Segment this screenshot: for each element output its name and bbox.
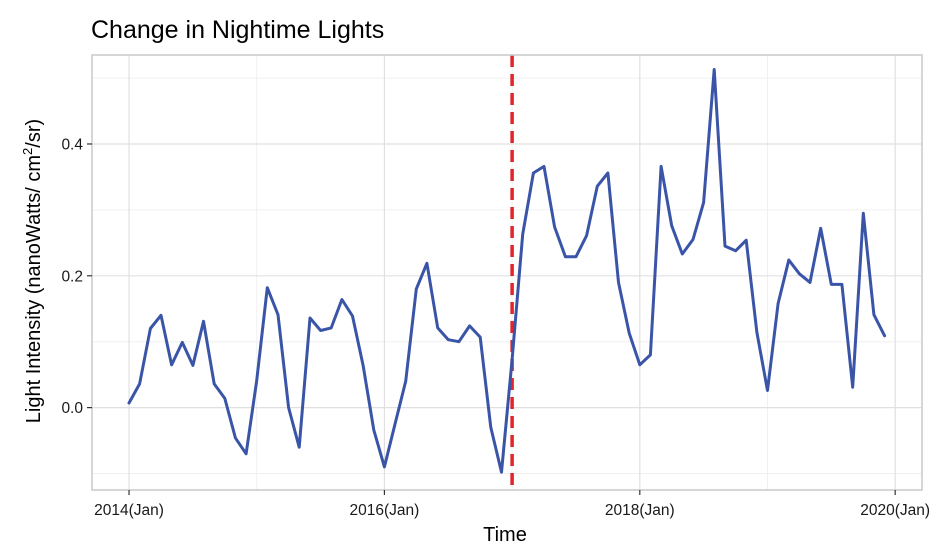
y-axis: 0.0 0.2 0.4 <box>61 136 92 417</box>
x-tick-label: 2018(Jan) <box>605 502 675 519</box>
x-tick-label: 2016(Jan) <box>350 502 420 519</box>
series-group <box>127 68 887 474</box>
grid-lines <box>92 55 922 490</box>
chart-title: Change in Nightime Lights <box>91 16 384 44</box>
x-axis-title: Time <box>483 524 527 541</box>
y-tick-label: 0.4 <box>61 136 83 153</box>
y-axis-title-superscript: 2 <box>20 148 35 155</box>
plot-panel-border <box>91 54 923 491</box>
y-axis-title-main: Light Intensity (nanoWatts/ cm <box>23 155 45 423</box>
y-axis-title: Light Intensity (nanoWatts/ cm2/sr) <box>20 119 45 423</box>
x-tick-label: 2020(Jan) <box>860 502 930 519</box>
x-tick-label: 2014(Jan) <box>94 502 164 519</box>
y-tick-label: 0.2 <box>61 268 83 285</box>
x-axis: 2014(Jan) 2016(Jan) 2018(Jan) 2020(Jan) <box>94 490 930 519</box>
series-line <box>127 68 887 474</box>
y-tick-label: 0.0 <box>61 400 83 417</box>
y-axis-title-suffix: /sr) <box>23 119 45 148</box>
